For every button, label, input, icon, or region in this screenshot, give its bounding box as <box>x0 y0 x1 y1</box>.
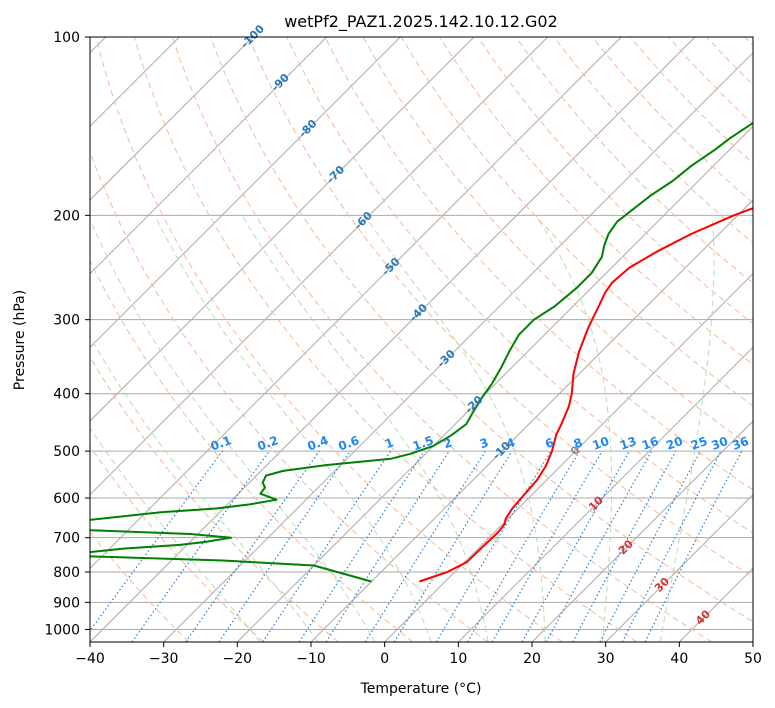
y-tick-label: 600 <box>53 491 80 507</box>
y-tick-label: 1000 <box>44 622 80 638</box>
x-tick-label: −30 <box>149 651 179 667</box>
mixing-ratio-label: 1.5 <box>411 433 436 453</box>
isotherm-line <box>90 37 254 201</box>
mixing-ratio-line <box>298 450 425 642</box>
mixing-ratio-label: 30 <box>709 434 729 453</box>
isotherm-line <box>90 37 549 496</box>
mixing-ratio-line <box>393 450 513 642</box>
dry-adiabat-line <box>90 259 414 642</box>
mixing-ratio-label: 0.1 <box>209 433 234 453</box>
mixing-ratio-label: 10 <box>591 434 611 453</box>
mixing-ratio-line <box>262 450 392 642</box>
isotherm-line <box>457 346 753 642</box>
plot-background <box>90 37 753 642</box>
y-tick-label: 700 <box>53 531 80 547</box>
x-tick-label: −40 <box>75 651 105 667</box>
isotherm-line <box>90 37 696 642</box>
dry-adiabat-line <box>95 37 563 642</box>
y-tick-label: 300 <box>53 313 80 329</box>
isotherm-line <box>605 493 753 642</box>
moist-adiabat-line <box>154 215 432 642</box>
isotherm-line <box>531 420 753 642</box>
x-axis-title: Temperature (°C) <box>360 681 482 697</box>
dry-adiabat-line <box>210 37 753 623</box>
mixing-ratio-line <box>185 450 320 642</box>
mixing-ratio-label: 0.2 <box>256 433 281 453</box>
x-tick-label: 40 <box>670 651 688 667</box>
y-axis-title: Pressure (hPa) <box>12 290 28 390</box>
mixing-ratio-line <box>131 450 270 642</box>
in-plot-labels: 0.1 0.2 0.4 0.6 1 1.5 2 3 4 6 8 10 13 16 20 25 30 36-100-… <box>209 22 751 627</box>
isotherm-line <box>752 641 753 642</box>
moist-adiabat-line <box>535 215 612 642</box>
dry-adiabat-line <box>286 37 753 534</box>
y-tick-label: 900 <box>53 595 80 611</box>
mixing-ratio-line <box>572 450 677 642</box>
y-axis-ticks: 1000 900 800 700 600 500 400 300 200 100 <box>44 30 90 638</box>
y-tick-label: 500 <box>53 444 80 460</box>
isotherm-line <box>384 272 753 642</box>
mixing-ratio-label: 16 <box>640 434 660 453</box>
x-tick-label: 20 <box>523 651 541 667</box>
mixing-ratio-label: 0.6 <box>336 433 361 453</box>
isotherm-line <box>90 37 328 275</box>
y-tick-label: 800 <box>53 565 80 581</box>
y-tick-label: 200 <box>53 208 80 224</box>
mixing-ratio-line <box>545 450 653 642</box>
mixing-ratio-line <box>644 450 743 642</box>
x-tick-label: −10 <box>296 651 326 667</box>
dry-adiabat-line <box>324 37 753 491</box>
dry-adiabat-line <box>248 37 753 578</box>
isotherm-line <box>90 37 622 570</box>
dewpoint-profile-line <box>90 121 753 583</box>
x-axis-ticks: −40 −30 −20 −10 0 10 20 30 40 50 <box>75 642 762 667</box>
mixing-ratio-label: 25 <box>689 434 709 453</box>
moist-adiabat-line <box>241 215 489 642</box>
y-tick-label: 100 <box>53 30 80 46</box>
isotherm-line <box>90 37 475 422</box>
mixing-ratio-line <box>521 450 631 642</box>
x-tick-label: 30 <box>597 651 615 667</box>
mixing-ratio-label: 0.4 <box>306 433 331 453</box>
mixing-ratio-line <box>90 450 223 632</box>
x-tick-label: −20 <box>223 651 253 667</box>
dry-adiabat-line <box>515 37 753 284</box>
isotherm-line <box>90 37 401 349</box>
x-tick-label: 0 <box>380 651 389 667</box>
moist-adiabat-line <box>659 215 715 642</box>
dry-adiabat-line <box>171 37 712 642</box>
x-tick-label: 10 <box>449 651 467 667</box>
moist-adiabat-line <box>90 335 319 642</box>
mixing-ratio-line <box>325 450 450 642</box>
mixing-ratio-label: 13 <box>618 434 638 453</box>
chart-title: wetPf2_PAZ1.2025.142.10.12.G02 <box>284 12 558 32</box>
x-tick-label: 50 <box>744 651 762 667</box>
isotherm-line <box>236 125 753 642</box>
moist-adiabat-line <box>90 427 261 642</box>
data-series <box>90 121 753 583</box>
plot-frame <box>89 36 754 643</box>
temperature-profile-line <box>419 207 753 583</box>
mixing-ratio-label: 36 <box>730 434 750 453</box>
mixing-ratio-label: 20 <box>664 434 684 453</box>
dry-adiabat-line <box>90 356 339 642</box>
y-tick-label: 400 <box>53 387 80 403</box>
dry-adiabat-line <box>90 445 264 642</box>
isotherm-line <box>163 51 753 642</box>
moist-adiabat-line <box>364 215 546 642</box>
mixing-ratio-line <box>218 450 351 642</box>
